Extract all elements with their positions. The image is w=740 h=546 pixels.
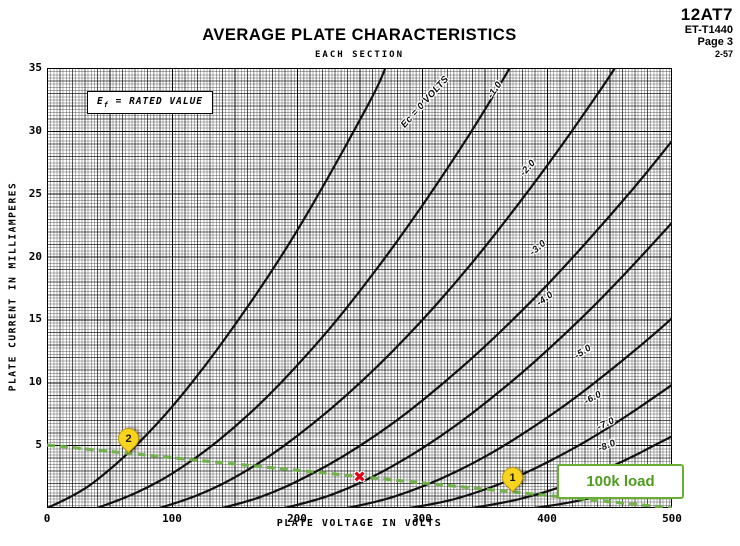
y-tick-30: 30 <box>28 123 42 137</box>
x-tick-500: 500 <box>662 512 682 525</box>
load-line-label: 100k load <box>557 464 684 499</box>
operating-point-x-marker: ✖ <box>353 467 366 486</box>
plate-curve-ec-3 <box>220 139 672 508</box>
doc-number: ET-T1440 <box>684 24 733 37</box>
chart-subtitle: EACH SECTION <box>314 50 405 60</box>
plate-curve-ec-4 <box>283 221 672 508</box>
annotation-pin-number: 2 <box>125 432 132 445</box>
plate-curve-ec0 <box>47 68 387 508</box>
date-code: 2-57 <box>714 48 733 59</box>
x-tick-200: 200 <box>287 512 307 525</box>
annotation-pin-number: 1 <box>508 471 516 484</box>
doc-header: 12AT7 ET-T1440 Page 3 2-57 <box>681 5 733 59</box>
plate-curve-ec-1 <box>95 68 512 508</box>
ef-note-symbol: E <box>97 96 104 107</box>
tube-type: 12AT7 <box>680 5 733 24</box>
y-tick-5: 5 <box>35 438 42 452</box>
y-tick-20: 20 <box>28 249 42 263</box>
y-tick-15: 15 <box>28 312 42 326</box>
x-tick-0: 0 <box>43 512 51 525</box>
plate-curve-ec-5 <box>345 317 672 508</box>
y-tick-10: 10 <box>28 375 42 389</box>
page-number: Page 3 <box>697 36 733 49</box>
plot-area: Ef = RATED VALUE Ec = 0 VOLTS -1.0 -2.0 -3.… <box>47 68 672 508</box>
plate-curve-ec-2 <box>158 68 617 508</box>
y-tick-25: 25 <box>28 186 42 200</box>
x-axis-title: PLATE VOLTAGE IN VOLTS <box>276 518 443 529</box>
chart-title: AVERAGE PLATE CHARACTERISTICS <box>202 26 517 44</box>
x-tick-400: 400 <box>537 512 557 525</box>
plate-curve-ec-6 <box>408 383 672 508</box>
ef-note-text: = RATED VALUE <box>108 96 204 107</box>
curves-canvas <box>47 68 672 508</box>
y-tick-35: 35 <box>28 61 42 74</box>
x-tick-300: 300 <box>412 512 432 525</box>
ef-note-subscript: f <box>103 100 109 109</box>
x-tick-100: 100 <box>162 512 182 525</box>
ef-rated-value-note: Ef = RATED VALUE <box>87 91 214 114</box>
